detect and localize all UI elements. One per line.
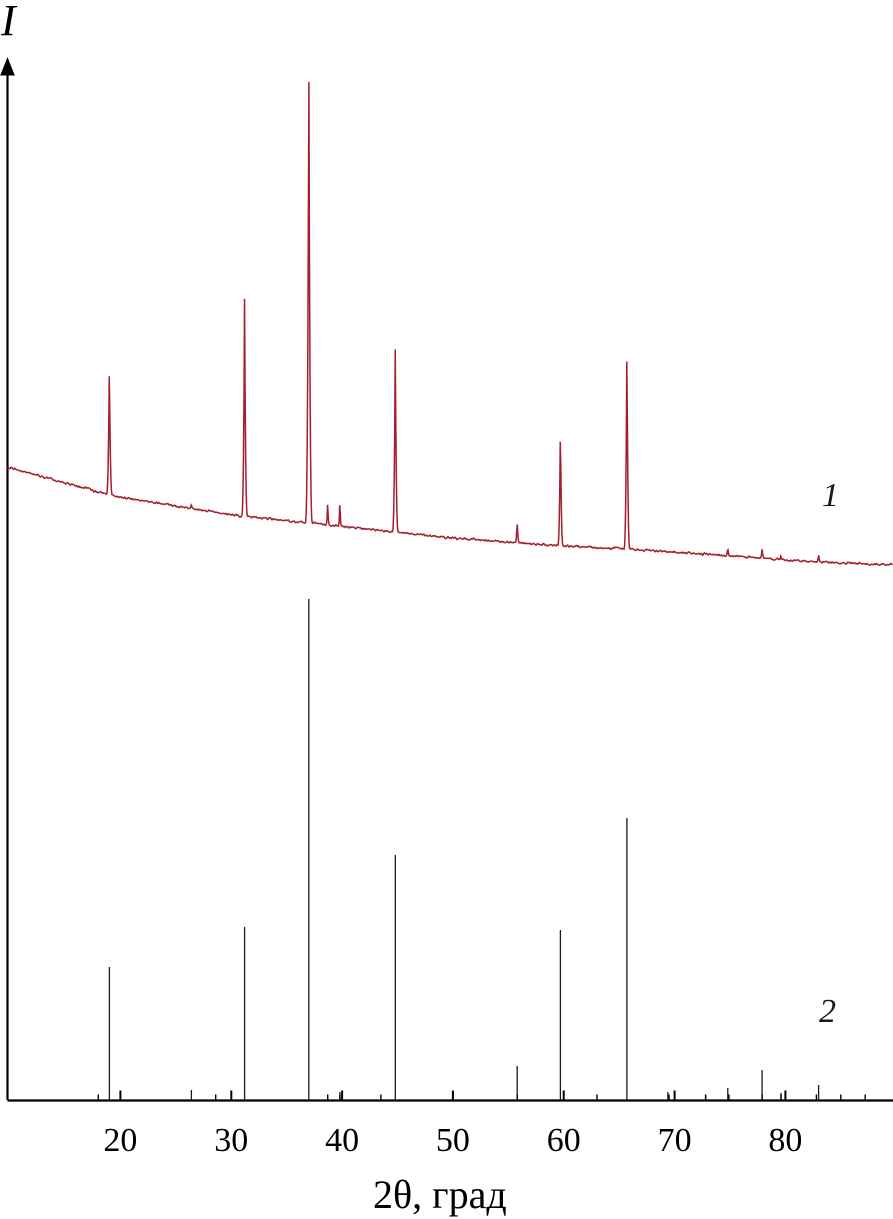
svg-text:2: 2 <box>819 993 836 1030</box>
svg-text:40: 40 <box>325 1122 359 1159</box>
svg-text:I: I <box>0 0 18 45</box>
svg-text:60: 60 <box>547 1122 581 1159</box>
svg-text:70: 70 <box>658 1122 692 1159</box>
svg-text:30: 30 <box>214 1122 248 1159</box>
svg-text:2θ, град: 2θ, град <box>373 1172 507 1217</box>
svg-text:20: 20 <box>103 1122 137 1159</box>
svg-text:1: 1 <box>822 477 839 514</box>
svg-text:50: 50 <box>436 1122 470 1159</box>
svg-text:80: 80 <box>768 1122 802 1159</box>
